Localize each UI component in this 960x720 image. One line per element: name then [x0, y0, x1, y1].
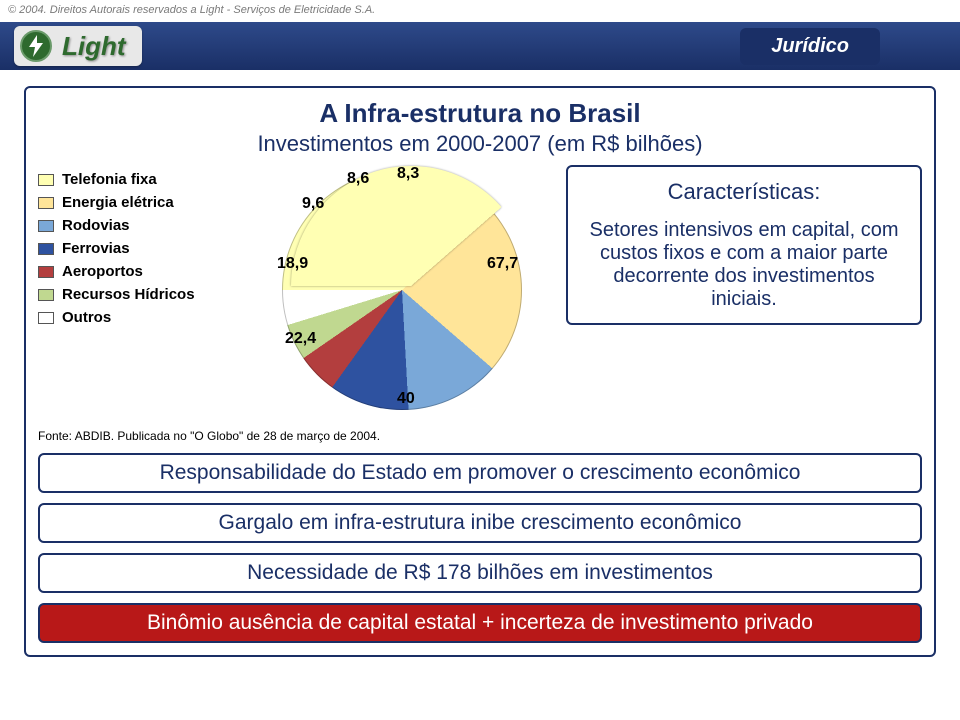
bolt-icon: [20, 30, 52, 62]
legend-item: Rodovias: [38, 217, 238, 234]
callouts-list: Responsabilidade do Estado em promover o…: [38, 453, 922, 643]
legend-label: Telefonia fixa: [62, 171, 157, 188]
legend-swatch: [38, 312, 54, 324]
characteristics-box: Características: Setores intensivos em c…: [566, 165, 922, 325]
legend-label: Outros: [62, 309, 111, 326]
pie-data-label: 8,3: [397, 165, 419, 183]
legend-item: Outros: [38, 309, 238, 326]
legend-swatch: [38, 197, 54, 209]
pie-data-label: 67,7: [487, 255, 518, 273]
section-label: Jurídico: [771, 35, 849, 57]
pie-data-label: 18,9: [277, 255, 308, 273]
main-panel: A Infra-estrutura no Brasil Investimento…: [24, 86, 936, 657]
legend-item: Telefonia fixa: [38, 171, 238, 188]
legend-label: Energia elétrica: [62, 194, 174, 211]
pie-chart: 67,7 40 22,4 18,9 9,6 8,6 8,3: [252, 165, 552, 425]
copyright-text: © 2004. Direitos Autorais reservados a L…: [8, 4, 375, 16]
legend-label: Recursos Hídricos: [62, 286, 195, 303]
legend-item: Recursos Hídricos: [38, 286, 238, 303]
callout: Responsabilidade do Estado em promover o…: [38, 453, 922, 493]
pie-data-label: 9,6: [302, 195, 324, 213]
characteristics-title: Características:: [582, 179, 906, 205]
legend-label: Rodovias: [62, 217, 130, 234]
legend-swatch: [38, 174, 54, 186]
legend-label: Aeroportos: [62, 263, 143, 280]
source-note: Fonte: ABDIB. Publicada no "O Globo" de …: [38, 429, 922, 443]
legend-swatch: [38, 243, 54, 255]
legend-item: Aeroportos: [38, 263, 238, 280]
legend-item: Energia elétrica: [38, 194, 238, 211]
legend-item: Ferrovias: [38, 240, 238, 257]
brand-logo: Light: [14, 26, 142, 66]
section-badge: Jurídico: [740, 28, 880, 65]
legend-swatch: [38, 220, 54, 232]
header-bar: Light Jurídico: [0, 22, 960, 70]
pie-data-label: 8,6: [347, 170, 369, 188]
pie-legend: Telefonia fixa Energia elétrica Rodovias Fe…: [38, 165, 238, 332]
callout: Binômio ausência de capital estatal + in…: [38, 603, 922, 643]
chart-row: Telefonia fixa Energia elétrica Rodovias Fe…: [38, 165, 922, 425]
legend-label: Ferrovias: [62, 240, 130, 257]
page-subtitle: Investimentos em 2000-2007 (em R$ bilhõe…: [38, 131, 922, 157]
callout: Necessidade de R$ 178 bilhões em investi…: [38, 553, 922, 593]
page-title: A Infra-estrutura no Brasil: [38, 98, 922, 129]
brand-text: Light: [62, 31, 126, 62]
legend-swatch: [38, 289, 54, 301]
pie-data-label: 40: [397, 390, 415, 408]
pie-data-label: 22,4: [285, 330, 316, 348]
copyright-bar: © 2004. Direitos Autorais reservados a L…: [0, 0, 960, 22]
legend-swatch: [38, 266, 54, 278]
callout: Gargalo em infra-estrutura inibe crescim…: [38, 503, 922, 543]
characteristics-body: Setores intensivos em capital, com custo…: [582, 219, 906, 311]
